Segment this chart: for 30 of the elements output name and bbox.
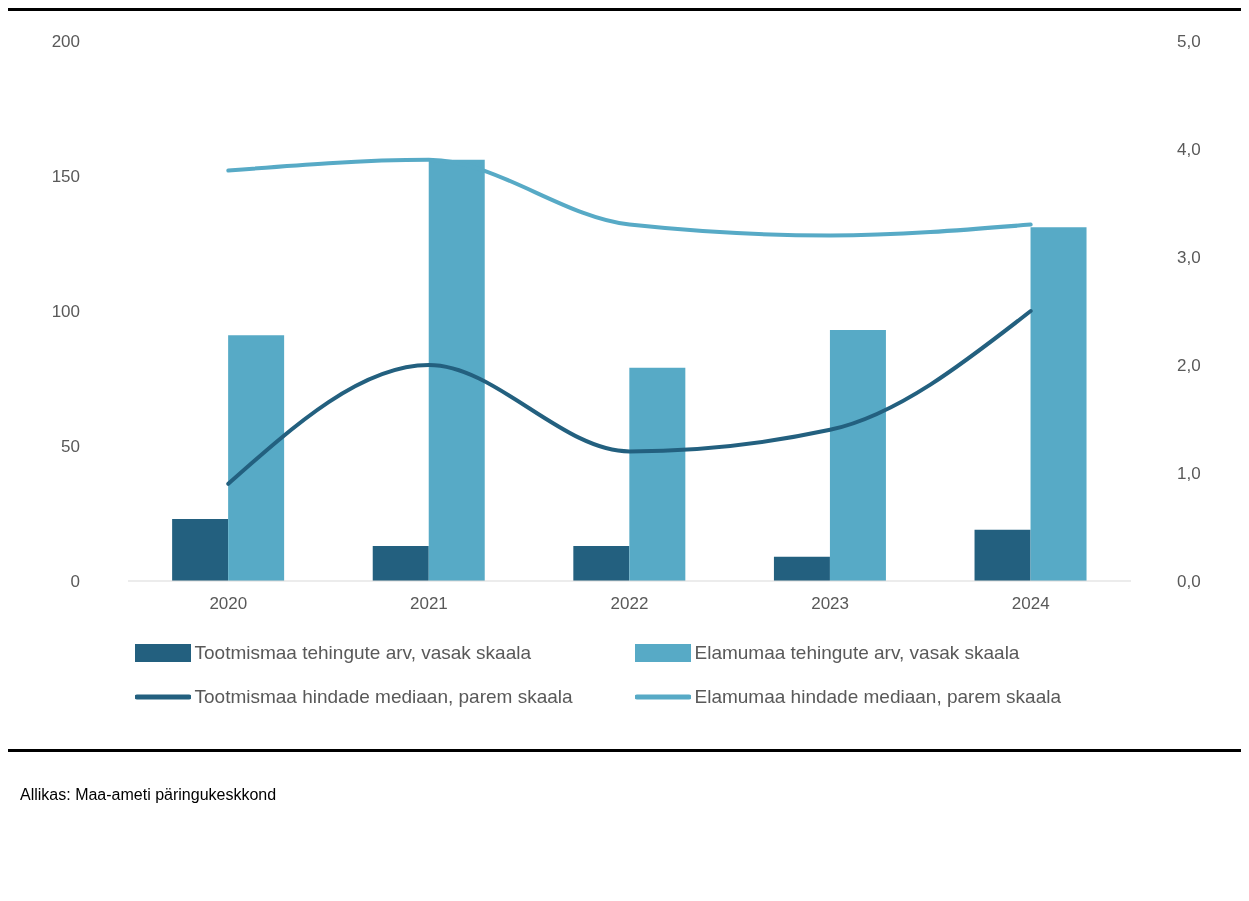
y2-tick-label: 4,0 — [1177, 140, 1201, 160]
legend-label: Tootmismaa hindade mediaan, parem skaala — [194, 686, 573, 708]
x-tick-label: 2024 — [1011, 594, 1050, 614]
legend-label: Elamumaa tehingute arv, vasak skaala — [694, 642, 1020, 664]
line-series — [226, 309, 1033, 486]
legend-label: Tootmismaa tehingute arv, vasak skaala — [194, 642, 532, 664]
y-tick-label: 150 — [51, 167, 80, 186]
y2-tick-label: 2,0 — [1177, 356, 1201, 376]
bar — [829, 329, 886, 581]
bar — [773, 556, 830, 581]
y2-tick-label: 1,0 — [1177, 464, 1201, 484]
bar — [629, 367, 686, 581]
bar — [228, 335, 285, 581]
y2-tick-label: 5,0 — [1177, 32, 1201, 52]
y-tick-label: 0 — [70, 572, 80, 591]
bar — [172, 518, 229, 581]
legend-label: Elamumaa hindade mediaan, parem skaala — [694, 686, 1061, 708]
bar — [372, 545, 429, 581]
bar — [974, 529, 1031, 581]
y-tick-label: 200 — [51, 32, 80, 51]
x-tick-label: 2023 — [811, 594, 850, 614]
y-tick-label: 50 — [61, 437, 80, 456]
y2-tick-label: 3,0 — [1177, 248, 1201, 268]
y-tick-label: 100 — [51, 302, 80, 321]
bar — [573, 545, 630, 581]
x-tick-label: 2020 — [209, 594, 248, 614]
x-tick-label: 2022 — [610, 594, 649, 614]
y2-tick-label: 0,0 — [1177, 572, 1201, 592]
x-tick-label: 2021 — [409, 594, 448, 614]
text: Allikas: Maa-ameti päringukeskkond — [20, 786, 278, 804]
